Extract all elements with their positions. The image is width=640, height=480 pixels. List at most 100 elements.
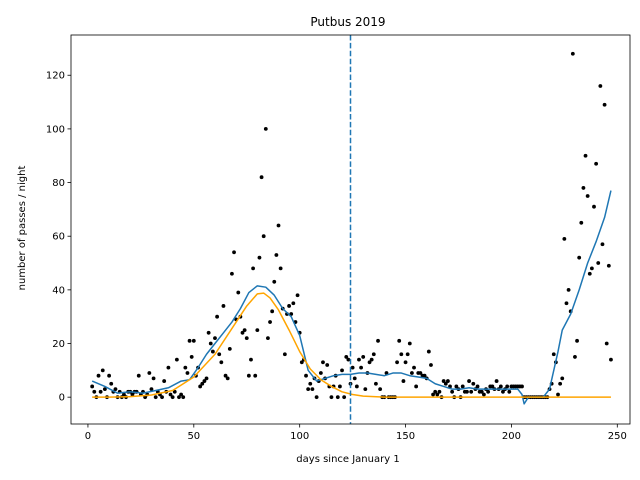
data-point [577, 255, 582, 260]
data-point [278, 266, 283, 271]
data-point [344, 355, 349, 359]
data-point [249, 357, 253, 362]
data-point [367, 360, 372, 365]
data-point [102, 387, 107, 392]
data-point [431, 392, 435, 397]
data-point [153, 395, 158, 400]
data-point [575, 338, 579, 343]
data-point [225, 376, 230, 381]
data-point [162, 379, 167, 383]
data-point [598, 84, 603, 88]
data-point [253, 373, 258, 378]
data-point [369, 357, 374, 362]
data-point [426, 349, 431, 354]
data-point [236, 290, 241, 295]
data-point [270, 309, 275, 314]
data-point [374, 381, 378, 386]
data-point [558, 381, 563, 386]
data-point [596, 261, 601, 265]
y-tick-label: 80 [52, 178, 65, 189]
data-point [122, 392, 126, 397]
data-point [471, 381, 476, 386]
data-point [202, 379, 207, 383]
data-point [350, 365, 355, 370]
data-point [217, 352, 222, 357]
data-point [282, 352, 287, 357]
data-point [482, 392, 486, 397]
data-point [338, 384, 342, 389]
data-point [232, 250, 236, 255]
data-point [405, 352, 410, 357]
y-tick-label: 0 [59, 393, 65, 404]
data-point [335, 395, 340, 400]
data-point [412, 365, 416, 370]
data-point [454, 384, 459, 389]
data-point [96, 373, 101, 378]
plot-content [90, 35, 613, 424]
data-point [98, 389, 103, 394]
data-point [363, 387, 368, 392]
data-point [340, 368, 344, 373]
data-point [136, 373, 141, 378]
x-tick-label: 200 [502, 431, 521, 442]
data-point [581, 186, 586, 190]
data-point [261, 234, 266, 239]
data-point [551, 352, 556, 357]
data-point [189, 355, 194, 359]
y-tick-label: 40 [52, 285, 65, 296]
x-tick-label: 150 [396, 431, 415, 442]
data-point [306, 387, 311, 392]
data-point [206, 330, 211, 335]
data-point [230, 271, 234, 276]
data-point [113, 387, 118, 392]
data-point [299, 360, 304, 365]
data-point [221, 304, 226, 308]
data-point [130, 392, 135, 397]
y-tick-label: 100 [46, 124, 65, 135]
data-point [266, 336, 270, 341]
data-point [490, 384, 495, 389]
data-point [422, 373, 427, 378]
data-point [276, 223, 281, 228]
data-point [321, 360, 325, 365]
data-point [187, 338, 192, 343]
axes: 0 50 100 150 200 250 0 20 40 60 80 100 120 [46, 71, 627, 442]
y-tick-label: 60 [52, 232, 65, 243]
data-point [172, 389, 177, 394]
data-point [450, 389, 455, 394]
data-point [579, 220, 584, 225]
data-point [223, 373, 228, 378]
data-point [494, 379, 499, 383]
data-point [397, 338, 402, 343]
data-point [204, 376, 209, 381]
data-point [594, 161, 599, 166]
data-point [198, 384, 203, 389]
data-point [242, 328, 247, 332]
data-point [501, 389, 505, 394]
data-point [109, 381, 114, 386]
data-point [246, 373, 251, 378]
data-point [566, 287, 571, 292]
data-point [562, 236, 567, 241]
data-point [107, 373, 112, 378]
data-point [208, 341, 213, 346]
data-point [361, 355, 366, 359]
data-point [314, 395, 319, 400]
data-point [475, 384, 480, 389]
data-point [446, 379, 450, 383]
data-point [200, 381, 205, 386]
data-point [609, 357, 613, 362]
data-point [418, 371, 423, 375]
data-point [259, 175, 264, 180]
data-point [433, 389, 438, 394]
x-tick-label: 250 [608, 431, 627, 442]
data-point [592, 204, 596, 209]
data-point [585, 194, 590, 198]
data-point [414, 384, 419, 389]
data-point [600, 242, 605, 247]
data-point [602, 102, 607, 107]
data-point [465, 389, 469, 394]
data-point [149, 387, 154, 392]
data-point [410, 371, 414, 375]
data-point [589, 266, 594, 271]
